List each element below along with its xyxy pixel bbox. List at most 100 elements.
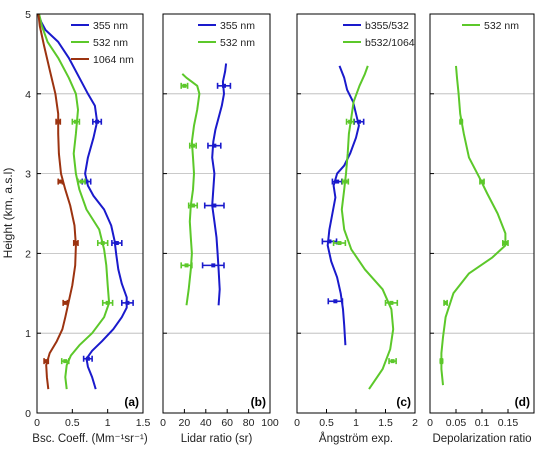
data-point <box>389 300 394 305</box>
x-tick-label: 2 <box>412 417 418 429</box>
chart-panel-3: 0 0.5 1 1.5 2 Ångström exp. (c) b355/532 b532/10… <box>294 13 418 445</box>
series-line-1 <box>211 63 228 306</box>
x-tick-label: 20 <box>179 417 191 429</box>
panels: 0 0.5 1 1.5 0 1 2 3 4 5 Bsc. Coeff. (Mm⁻¹sr⁻¹) (a) 3… <box>25 9 535 445</box>
data-point <box>190 143 195 148</box>
data-point <box>212 143 217 148</box>
legend: 355 nm 532 nm 1064 nm <box>71 20 134 66</box>
x-axis-label: Lidar ratio (sr) <box>181 433 253 445</box>
data-point <box>100 241 105 246</box>
legend: b355/532 b532/1064 <box>343 20 415 49</box>
data-point <box>63 300 68 305</box>
data-point <box>439 359 444 364</box>
data-point <box>335 179 340 184</box>
x-tick-label: 0.1 <box>475 417 490 429</box>
x-axis-label: Ångström exp. <box>319 432 393 445</box>
x-tick-label: 0.05 <box>446 417 467 429</box>
y-tick-label: 4 <box>25 89 31 101</box>
legend: 532 nm <box>462 20 519 32</box>
panel-label: (b) <box>251 395 266 409</box>
data-point <box>125 300 130 305</box>
data-point <box>58 179 63 184</box>
data-point <box>95 119 100 124</box>
data-point <box>184 263 189 268</box>
x-tick-label: 0 <box>294 417 300 429</box>
x-tick-label: 0.15 <box>498 417 519 429</box>
y-tick-label: 2 <box>25 248 31 260</box>
data-point <box>390 359 395 364</box>
y-tick-label: 3 <box>25 169 31 181</box>
x-tick-label: 0 <box>427 417 433 429</box>
data-point <box>105 300 110 305</box>
data-point <box>221 83 226 88</box>
panel-label: (d) <box>515 395 530 409</box>
series-line-1 <box>440 65 507 386</box>
data-point <box>73 241 78 246</box>
panel-label: (c) <box>396 395 411 409</box>
legend-label: 532 nm <box>484 20 519 32</box>
data-point <box>459 119 464 124</box>
chart-panel-2: 0 20 40 60 80 100 Lidar ratio (sr) (b) 355 nm 532… <box>160 13 279 445</box>
x-tick-label: 1.5 <box>136 417 151 429</box>
legend: 355 nm 532 nm <box>198 20 255 49</box>
data-point <box>182 83 187 88</box>
legend-label: 355 nm <box>93 20 128 32</box>
legend-label: 355 nm <box>220 20 255 32</box>
series-line-2 <box>38 13 111 390</box>
data-point <box>480 179 484 184</box>
series-line-2 <box>340 65 395 390</box>
series-line-2 <box>181 73 201 306</box>
data-point <box>327 239 332 244</box>
data-point <box>333 299 338 304</box>
figure-ylabel: Height (km, a.s.l) <box>1 168 15 259</box>
legend-label: 1064 nm <box>93 54 134 66</box>
data-point <box>343 179 348 184</box>
data-point <box>79 179 84 184</box>
panel-label: (a) <box>124 395 139 409</box>
x-tick-label: 60 <box>221 417 233 429</box>
x-axis-label: Depolarization ratio <box>432 433 531 445</box>
legend-label: b355/532 <box>365 20 409 32</box>
legend-label: 532 nm <box>93 37 128 49</box>
data-point <box>337 241 342 246</box>
data-point <box>212 203 217 208</box>
data-point <box>356 119 361 124</box>
data-point <box>190 203 195 208</box>
data-point <box>443 300 448 305</box>
data-point <box>63 359 68 364</box>
plot-frame <box>36 13 144 414</box>
plot-frame <box>296 13 416 414</box>
x-tick-label: 100 <box>261 417 279 429</box>
chart-panel-4: 0 0.05 0.1 0.15 Depolarization ratio (d) 532 n… <box>427 13 535 445</box>
data-point <box>84 179 89 184</box>
x-tick-label: 0.5 <box>65 417 80 429</box>
y-tick-label: 0 <box>25 408 31 420</box>
data-point <box>348 119 353 124</box>
plot-frame <box>162 13 271 414</box>
x-tick-label: 80 <box>243 417 255 429</box>
series-line-1 <box>37 13 128 390</box>
data-point <box>73 119 78 124</box>
series-line-1 <box>326 65 360 346</box>
x-tick-label: 1.5 <box>378 417 393 429</box>
x-tick-label: 40 <box>200 417 212 429</box>
data-point <box>114 241 119 246</box>
x-tick-label: 0 <box>160 417 166 429</box>
data-point <box>44 359 49 364</box>
x-tick-label: 0.5 <box>319 417 334 429</box>
data-point <box>56 119 61 124</box>
data-point <box>85 356 90 361</box>
data-point <box>211 263 216 268</box>
legend-label: b532/1064 <box>365 37 415 49</box>
x-tick-label: 0 <box>34 417 40 429</box>
plot-frame <box>429 13 535 414</box>
y-tick-label: 1 <box>25 328 31 340</box>
series-line-3 <box>37 13 77 390</box>
chart-panel-1: 0 0.5 1 1.5 0 1 2 3 4 5 Bsc. Coeff. (Mm⁻¹sr⁻¹) (a) 3… <box>25 9 150 445</box>
x-tick-label: 1 <box>105 417 111 429</box>
y-tick-label: 5 <box>25 9 31 21</box>
data-point <box>503 241 508 246</box>
x-axis-label: Bsc. Coeff. (Mm⁻¹sr⁻¹) <box>32 433 148 445</box>
x-tick-label: 1 <box>353 417 359 429</box>
